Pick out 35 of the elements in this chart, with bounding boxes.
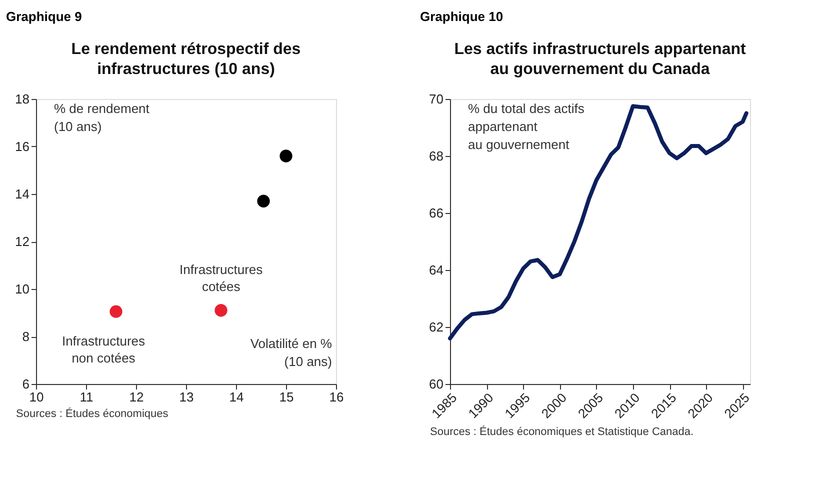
y-tick-label: 12 [15,234,30,249]
x-tick-label: 16 [329,390,344,404]
point [110,305,122,318]
x-tick-label: 11 [80,390,94,404]
text: Graphique 9 [6,9,82,24]
y-tick-label: 16 [15,139,30,154]
x-tick-label: 15 [279,390,294,404]
source-note: Sources : Études économiques et Statistique Canada. [430,425,694,438]
y-tick-label: 68 [429,148,444,164]
source-note: Sources : Études économiques [16,407,169,420]
y-tick-label: 60 [429,376,444,392]
line-series [448,104,748,340]
y-tick-label: 14 [15,186,30,202]
y-tick-label: 64 [429,262,444,278]
x-tick-label: 12 [129,390,144,404]
annotation: Infrastructures non cotées [62,333,146,366]
y-tick-label: 18 [15,92,30,106]
y-tick-label: 10 [15,282,30,296]
chart-title: Le rendement rétrospectif des infrastructures (10 ans) [71,41,301,78]
y-tick-label: 6 [22,376,30,392]
y-tick-label: 62 [429,320,444,334]
y-tick-label: 8 [22,329,30,344]
y-tick-label: 70 [429,92,444,106]
point [214,304,228,317]
point [280,150,292,162]
x-tick-label: 14 [229,390,244,404]
x-tick-label: 13 [179,390,194,404]
y-axis-title: % de rendement (10 ans) [54,101,150,134]
chart-title: Les actifs infrastructurels appartenant au gouvernement du Canada [454,41,746,78]
y-tick-label: 66 [429,206,444,220]
text: Graphique 10 [420,9,504,24]
y-axis-title: % du total des actifs appartenant au gouvernement [468,101,585,152]
point [257,194,270,208]
x-axis-title: Volatilité en % (10 ans) [250,336,332,369]
annotation: Infrastructures cotées [180,262,264,294]
